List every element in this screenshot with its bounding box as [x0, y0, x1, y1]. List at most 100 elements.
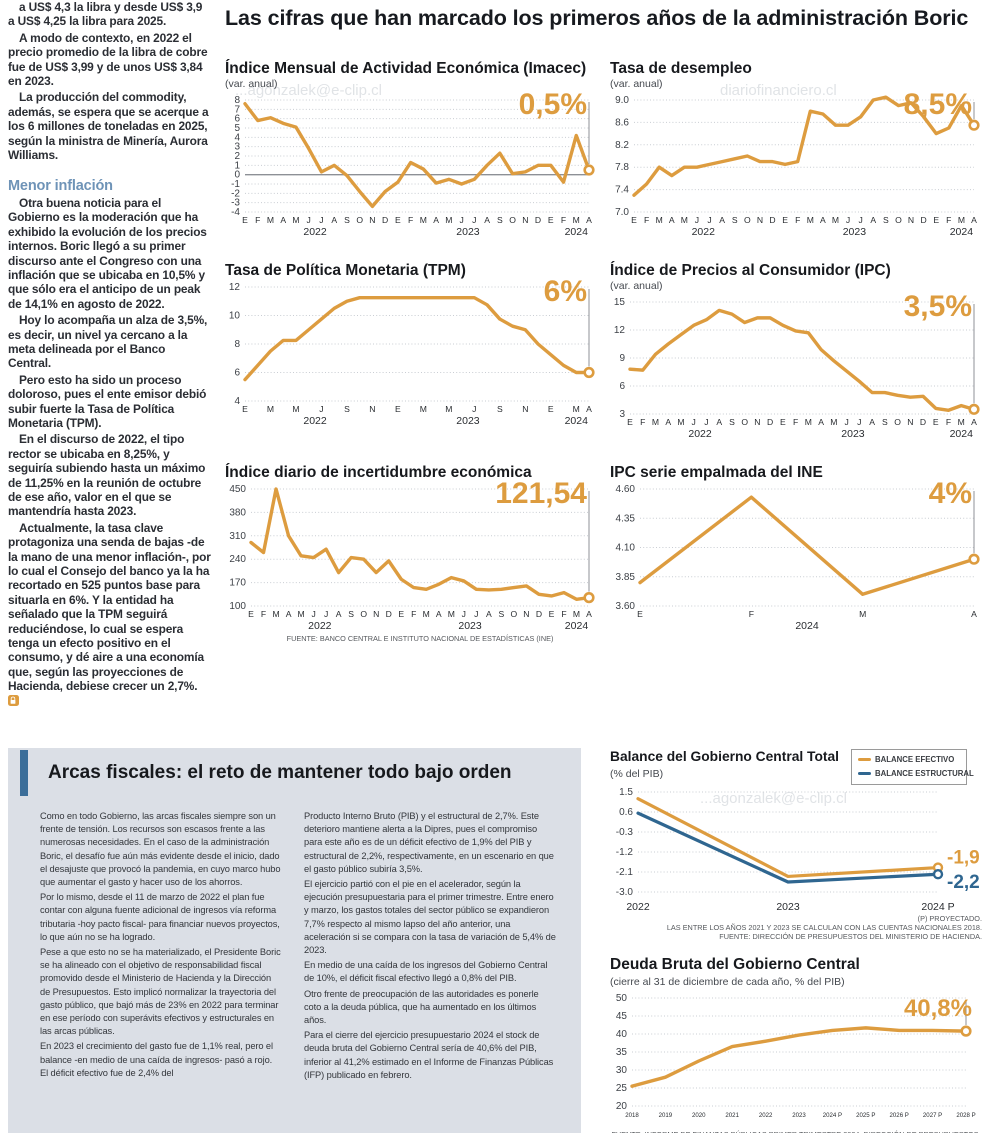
svg-text:3,5%: 3,5%: [904, 294, 972, 323]
svg-text:D: D: [386, 609, 392, 619]
svg-text:A: A: [971, 609, 977, 619]
svg-text:S: S: [344, 404, 350, 414]
svg-text:-2,2: -2,2: [947, 872, 980, 893]
svg-text:F: F: [946, 417, 951, 427]
svg-text:170: 170: [229, 578, 246, 589]
svg-text:E: E: [631, 215, 637, 225]
svg-text:J: J: [319, 215, 323, 225]
svg-text:J: J: [846, 215, 850, 225]
svg-text:10: 10: [229, 311, 241, 322]
svg-text:F: F: [795, 215, 800, 225]
svg-text:D: D: [921, 215, 927, 225]
svg-text:4: 4: [234, 396, 240, 407]
svg-text:A: A: [280, 215, 286, 225]
svg-text:8: 8: [234, 339, 240, 350]
svg-text:450: 450: [229, 484, 246, 495]
svg-text:S: S: [729, 417, 735, 427]
svg-text:M: M: [958, 417, 965, 427]
svg-text:E: E: [395, 215, 401, 225]
svg-text:6: 6: [234, 368, 240, 379]
svg-text:J: J: [695, 215, 699, 225]
svg-text:A: A: [586, 215, 592, 225]
svg-text:M: M: [807, 215, 814, 225]
svg-text:J: J: [472, 404, 476, 414]
svg-text:O: O: [360, 609, 367, 619]
svg-text:F: F: [640, 417, 645, 427]
svg-text:40,8%: 40,8%: [904, 995, 972, 1022]
svg-text:D: D: [536, 609, 542, 619]
svg-text:A: A: [669, 215, 675, 225]
svg-text:M: M: [832, 215, 839, 225]
svg-text:O: O: [741, 417, 748, 427]
svg-text:A: A: [971, 215, 977, 225]
svg-text:A: A: [336, 609, 342, 619]
svg-text:2021: 2021: [725, 1112, 739, 1119]
svg-text:S: S: [732, 215, 738, 225]
svg-text:A: A: [286, 609, 292, 619]
svg-text:2022: 2022: [626, 901, 650, 912]
svg-text:N: N: [522, 404, 528, 414]
svg-text:M: M: [681, 215, 688, 225]
svg-text:40: 40: [616, 1029, 628, 1040]
svg-text:D: D: [535, 215, 541, 225]
svg-text:E: E: [549, 609, 555, 619]
svg-text:-1,9: -1,9: [947, 848, 980, 869]
svg-text:2026 P: 2026 P: [890, 1112, 909, 1119]
svg-text:E: E: [933, 417, 939, 427]
svg-text:0.6: 0.6: [619, 807, 633, 818]
svg-text:J: J: [311, 609, 315, 619]
svg-text:7.4: 7.4: [615, 185, 629, 196]
svg-text:M: M: [958, 215, 965, 225]
svg-text:-2.1: -2.1: [616, 867, 634, 878]
svg-text:20: 20: [616, 1101, 628, 1112]
svg-text:2024 P: 2024 P: [921, 901, 954, 912]
svg-text:A: A: [433, 215, 439, 225]
svg-text:M: M: [573, 404, 580, 414]
svg-text:E: E: [398, 609, 404, 619]
svg-text:M: M: [267, 215, 274, 225]
svg-text:M: M: [297, 609, 304, 619]
svg-text:-1.2: -1.2: [616, 847, 634, 858]
svg-text:2023: 2023: [456, 415, 480, 427]
svg-text:E: E: [637, 609, 643, 619]
svg-text:A: A: [665, 417, 671, 427]
svg-text:2022: 2022: [759, 1112, 773, 1119]
svg-text:A: A: [971, 417, 977, 427]
svg-text:J: J: [319, 404, 323, 414]
svg-text:9: 9: [619, 353, 625, 364]
svg-text:F: F: [411, 609, 416, 619]
svg-text:A: A: [818, 417, 824, 427]
svg-text:F: F: [946, 215, 951, 225]
svg-text:E: E: [548, 404, 554, 414]
svg-text:D: D: [382, 215, 388, 225]
svg-text:M: M: [272, 609, 279, 619]
svg-text:M: M: [420, 215, 427, 225]
svg-text:4.10: 4.10: [616, 543, 636, 554]
svg-text:M: M: [677, 417, 684, 427]
svg-text:M: M: [445, 404, 452, 414]
svg-text:N: N: [754, 417, 760, 427]
svg-text:1.5: 1.5: [619, 787, 633, 798]
svg-text:2023: 2023: [843, 226, 867, 238]
svg-text:2024: 2024: [565, 226, 589, 238]
svg-text:A: A: [486, 609, 492, 619]
svg-text:2018: 2018: [625, 1112, 639, 1119]
svg-text:2022: 2022: [303, 226, 327, 238]
svg-text:2023: 2023: [458, 620, 482, 632]
svg-text:J: J: [324, 609, 328, 619]
svg-text:4.35: 4.35: [616, 513, 636, 524]
svg-text:E: E: [782, 215, 788, 225]
svg-text:0,5%: 0,5%: [519, 92, 587, 121]
svg-text:M: M: [656, 215, 663, 225]
svg-text:12: 12: [614, 325, 626, 336]
svg-text:F: F: [408, 215, 413, 225]
svg-text:F: F: [644, 215, 649, 225]
svg-text:M: M: [859, 609, 866, 619]
svg-text:S: S: [497, 404, 503, 414]
svg-text:S: S: [883, 215, 889, 225]
svg-text:A: A: [719, 215, 725, 225]
svg-text:A: A: [869, 417, 875, 427]
svg-text:8: 8: [234, 95, 240, 106]
svg-text:2025 P: 2025 P: [856, 1112, 875, 1119]
svg-text:S: S: [882, 417, 888, 427]
